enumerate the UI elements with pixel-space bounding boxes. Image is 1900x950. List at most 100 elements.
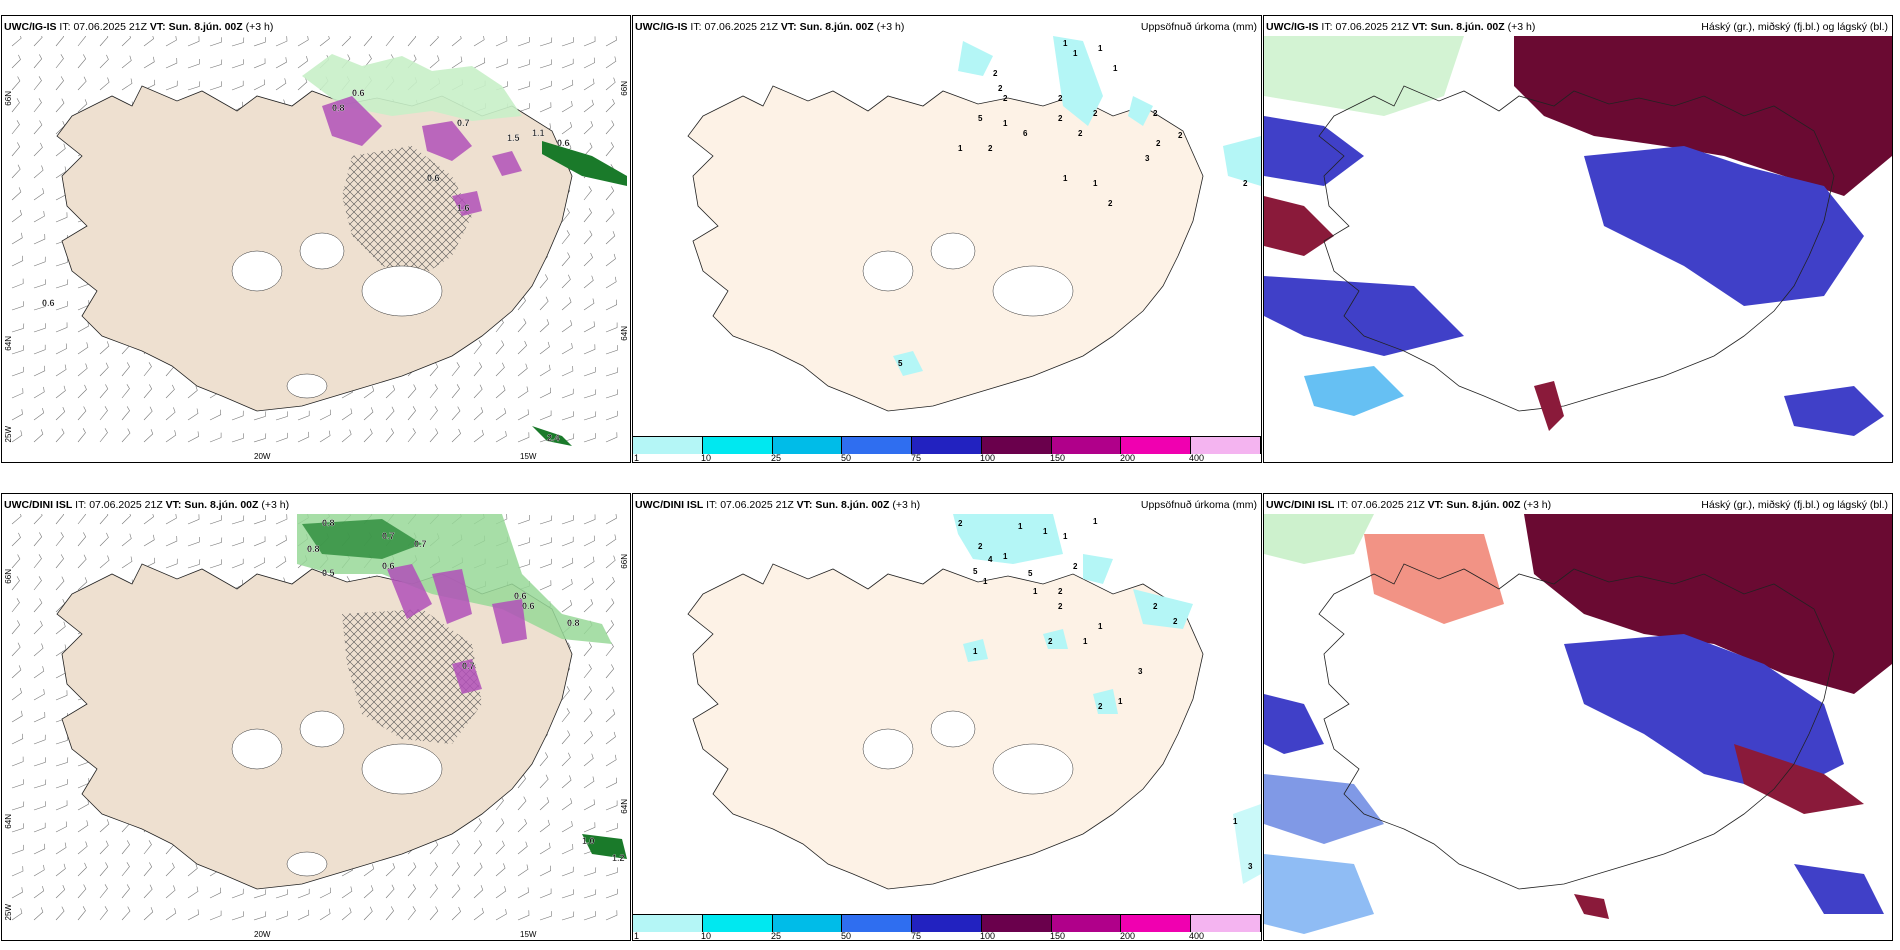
wind-barb	[187, 559, 201, 569]
wind-barb	[55, 906, 65, 921]
wind-barb	[517, 514, 530, 525]
precip-label: 5	[973, 567, 978, 576]
wind-barb	[561, 686, 570, 701]
legend-swatch	[981, 915, 1052, 932]
wind-barb	[55, 554, 64, 569]
wind-barb	[11, 823, 24, 833]
wind-barb	[209, 537, 223, 547]
wind-barb	[583, 577, 594, 591]
panel-header: UWC/DINI ISL IT: 07.06.2025 21Z VT: Sun.…	[4, 499, 290, 511]
wind-barb	[539, 59, 552, 69]
wind-barb	[11, 887, 23, 899]
wind-barb	[231, 410, 244, 421]
wind-barb	[33, 120, 43, 135]
wind-barb	[605, 800, 618, 811]
wind-barb	[473, 340, 482, 355]
precip-label: 2	[993, 69, 998, 78]
wind-barb	[561, 208, 570, 223]
map-precip: 2 1 1 1 1 2 4 1 5 5 1 1 2 2 2 2 2 2 1 1 …	[687, 514, 1261, 890]
wind-barb	[385, 906, 394, 921]
wind-barb	[33, 256, 46, 267]
wind-barb	[407, 36, 417, 47]
wind-barb	[33, 344, 46, 355]
wind-barb	[99, 555, 110, 569]
wind-barb	[231, 59, 244, 69]
wind-barb	[33, 757, 46, 767]
wind-barb	[55, 301, 68, 311]
wind-barb	[561, 578, 573, 591]
wind-barb	[33, 323, 46, 333]
wind-barb	[143, 362, 152, 377]
wind-barb	[55, 621, 66, 635]
wind-barb	[209, 37, 222, 47]
wind-barb	[55, 644, 67, 657]
wind-barb	[605, 410, 618, 421]
legend-swatch	[633, 915, 703, 932]
precip-label: 1	[1033, 587, 1038, 596]
wind-barb	[33, 886, 45, 899]
wind-barb	[363, 407, 374, 421]
wind-barb	[605, 322, 618, 333]
wind-barb	[55, 322, 68, 333]
wind-barb	[187, 886, 199, 899]
wind-barb	[539, 341, 550, 355]
wind-barb	[517, 774, 526, 789]
wind-barb	[55, 800, 68, 811]
wind-barb	[583, 753, 594, 767]
wind-barb	[539, 797, 550, 811]
wind-barb	[605, 253, 616, 267]
wind-barb	[77, 36, 86, 47]
wind-barb	[363, 36, 373, 47]
wind-barb	[473, 818, 482, 833]
wind-barb	[605, 731, 616, 745]
legend-swatch	[1051, 437, 1122, 454]
wind-barb	[231, 37, 245, 47]
lat-label: 66N	[4, 91, 13, 106]
legend-swatch	[981, 437, 1052, 454]
wind-barb	[11, 687, 22, 701]
wind-barb	[55, 532, 64, 547]
wind-barb	[605, 777, 618, 789]
wind-barb	[11, 366, 24, 377]
wind-barb	[539, 911, 552, 921]
wind-barb	[429, 884, 438, 899]
wind-barb	[99, 840, 109, 855]
wind-barb	[11, 576, 20, 591]
wind-barb	[77, 406, 87, 421]
wind-barb	[55, 257, 69, 267]
lon-label: 20W	[254, 452, 271, 461]
panel-ig-clouds: UWC/IG-IS IT: 07.06.2025 21Z VT: Sun. 8.…	[1263, 15, 1893, 463]
wind-barb	[11, 232, 23, 245]
wind-barb	[561, 708, 570, 723]
wind-barb	[209, 559, 222, 569]
wind-barb	[583, 730, 593, 745]
wind-barb	[495, 385, 506, 399]
wind-barb	[55, 735, 69, 745]
legend-tick: 400	[1189, 931, 1205, 941]
wind-barb	[99, 362, 109, 377]
wind-barb	[517, 296, 526, 311]
wind-barb	[495, 840, 505, 855]
wind-barb	[517, 537, 531, 547]
wind-barb	[187, 81, 201, 91]
precip-label: 1	[1113, 64, 1118, 73]
wind-barb	[275, 514, 288, 525]
wind-barb	[99, 819, 110, 833]
precip-label: 1	[1093, 179, 1098, 188]
wind-barb	[33, 801, 46, 811]
wind-barb	[429, 362, 439, 377]
wind-barb	[11, 345, 24, 355]
legend-tick: 50	[841, 453, 852, 463]
wind-barb	[495, 818, 505, 833]
wind-barb	[165, 862, 175, 877]
wind-barb	[561, 536, 574, 547]
precip-label: 1	[1063, 39, 1068, 48]
precip-label: 2	[1243, 179, 1248, 188]
wind-barb	[341, 36, 351, 47]
wind-barb	[33, 643, 44, 657]
precip-label: 5	[978, 114, 983, 123]
wind-barb	[517, 59, 531, 69]
wind-barb	[517, 796, 527, 811]
wind-barb	[33, 532, 43, 547]
wind-barb	[77, 577, 88, 591]
